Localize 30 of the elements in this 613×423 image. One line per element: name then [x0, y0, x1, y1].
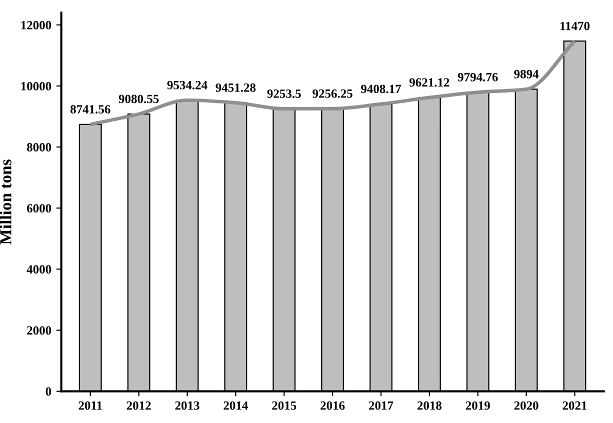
data-label: 9621.12: [409, 78, 450, 87]
data-label: 9894: [514, 70, 539, 78]
data-label: 9256.25: [312, 89, 352, 98]
x-tick-label: 2011: [78, 401, 102, 410]
data-label: 9408.17: [361, 84, 401, 94]
y-axis-title: Million tons: [0, 160, 12, 245]
data-label: 9080.55: [118, 94, 159, 104]
y-tick-label: 0: [46, 387, 52, 396]
x-tick-label: 2012: [126, 401, 151, 410]
y-tick-label: 10000: [21, 82, 52, 90]
y-tick-label: 4000: [26, 265, 52, 274]
x-tick-label: 2021: [562, 401, 587, 410]
y-tick-label: 6000: [27, 204, 52, 213]
x-tick-label: 2017: [369, 401, 394, 410]
data-label: 9253.5: [267, 89, 301, 98]
x-tick-label: 2019: [466, 401, 490, 410]
data-label: 9794.76: [458, 72, 498, 82]
x-tick-label: 2020: [514, 401, 538, 410]
x-tick-label: 2014: [224, 401, 248, 410]
x-tick-label: 2015: [272, 401, 296, 410]
x-tick-label: 2016: [320, 401, 345, 410]
data-label: 9451.28: [216, 83, 256, 92]
x-tick-label: 2018: [417, 401, 442, 410]
y-tick-label: 2000: [27, 326, 52, 335]
data-label: 9534.24: [167, 80, 208, 90]
y-tick-label: 12000: [21, 20, 52, 30]
data-label: 8741.56: [70, 105, 110, 114]
data-label: 11470: [560, 22, 590, 30]
x-tick-label: 2013: [175, 401, 200, 410]
y-tick-label: 8000: [26, 143, 52, 152]
